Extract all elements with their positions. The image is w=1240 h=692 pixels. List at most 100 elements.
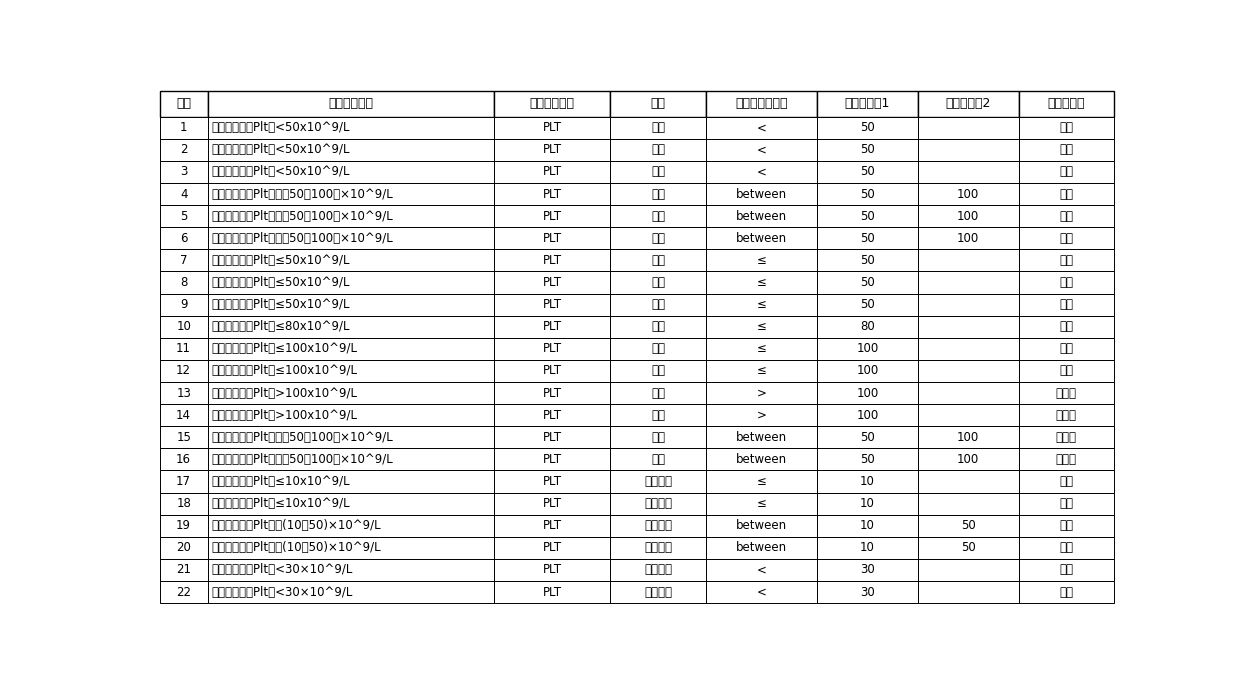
Text: 合理: 合理 <box>1059 343 1074 355</box>
Text: 血小板计数（Plt）<30×10^9/L: 血小板计数（Plt）<30×10^9/L <box>211 585 352 599</box>
Text: 50: 50 <box>861 188 875 201</box>
Bar <box>160 382 207 404</box>
Bar <box>817 382 918 404</box>
Bar <box>160 205 207 227</box>
Bar <box>207 493 494 515</box>
Bar <box>494 183 610 205</box>
Bar <box>706 471 817 493</box>
Text: PLT: PLT <box>543 121 562 134</box>
Bar <box>207 249 494 271</box>
Bar <box>160 537 207 559</box>
Text: 血小板计数（Plt）为（50～100）×10^9/L: 血小板计数（Plt）为（50～100）×10^9/L <box>211 210 393 223</box>
Text: 术前: 术前 <box>651 453 665 466</box>
Bar <box>207 91 494 117</box>
Bar <box>494 161 610 183</box>
Bar <box>494 581 610 603</box>
Text: 血小板计数（Plt）≤10x10^9/L: 血小板计数（Plt）≤10x10^9/L <box>211 475 350 488</box>
Text: 术前: 术前 <box>651 276 665 289</box>
Bar <box>817 161 918 183</box>
Bar <box>160 515 207 537</box>
Bar <box>817 205 918 227</box>
Text: 输血指征名称: 输血指征名称 <box>329 98 373 110</box>
Text: PLT: PLT <box>543 143 562 156</box>
Text: 100: 100 <box>857 387 879 399</box>
Bar <box>494 537 610 559</box>
Text: 100: 100 <box>957 453 980 466</box>
Text: 50: 50 <box>861 276 875 289</box>
Bar <box>494 559 610 581</box>
Text: 50: 50 <box>861 453 875 466</box>
Bar <box>706 227 817 249</box>
Text: 100: 100 <box>957 210 980 223</box>
Text: ≤: ≤ <box>756 497 766 510</box>
Text: PLT: PLT <box>543 210 562 223</box>
Text: 合理: 合理 <box>1059 563 1074 576</box>
Bar <box>817 338 918 360</box>
Text: 50: 50 <box>861 298 875 311</box>
Text: >: > <box>756 387 766 399</box>
Text: 不合理: 不合理 <box>1056 430 1076 444</box>
Text: 20: 20 <box>176 541 191 554</box>
Bar <box>494 515 610 537</box>
Bar <box>160 448 207 471</box>
Bar <box>706 293 817 316</box>
Bar <box>494 205 610 227</box>
Text: between: between <box>737 519 787 532</box>
Bar <box>160 404 207 426</box>
Bar <box>207 360 494 382</box>
Bar <box>918 249 1018 271</box>
Text: 100: 100 <box>857 343 879 355</box>
Bar <box>1018 316 1114 338</box>
Text: 术前: 术前 <box>651 409 665 421</box>
Bar <box>207 205 494 227</box>
Bar <box>207 581 494 603</box>
Text: 100: 100 <box>857 365 879 377</box>
Text: 合理: 合理 <box>1059 298 1074 311</box>
Bar <box>160 581 207 603</box>
Text: 血小板计数（Plt）<50x10^9/L: 血小板计数（Plt）<50x10^9/L <box>211 143 350 156</box>
Text: 19: 19 <box>176 519 191 532</box>
Bar <box>610 91 706 117</box>
Text: 21: 21 <box>176 563 191 576</box>
Bar <box>817 91 918 117</box>
Bar <box>207 293 494 316</box>
Text: 合理: 合理 <box>1059 541 1074 554</box>
Bar <box>610 271 706 293</box>
Bar <box>918 138 1018 161</box>
Text: 术中: 术中 <box>651 343 665 355</box>
Bar <box>918 471 1018 493</box>
Bar <box>207 448 494 471</box>
Bar <box>610 493 706 515</box>
Text: 15: 15 <box>176 430 191 444</box>
Text: 22: 22 <box>176 585 191 599</box>
Text: PLT: PLT <box>543 563 562 576</box>
Text: PLT: PLT <box>543 165 562 179</box>
Bar <box>817 537 918 559</box>
Text: 血小板计数（Plt）≤50x10^9/L: 血小板计数（Plt）≤50x10^9/L <box>211 276 350 289</box>
Text: 合理: 合理 <box>1059 232 1074 245</box>
Bar <box>494 271 610 293</box>
Bar <box>160 426 207 448</box>
Text: 术后: 术后 <box>651 121 665 134</box>
Text: 血小板计数（Plt）为（50～100）×10^9/L: 血小板计数（Plt）为（50～100）×10^9/L <box>211 232 393 245</box>
Bar <box>160 338 207 360</box>
Text: 1: 1 <box>180 121 187 134</box>
Bar <box>610 382 706 404</box>
Text: 50: 50 <box>961 519 976 532</box>
Text: 合理: 合理 <box>1059 320 1074 333</box>
Text: PLT: PLT <box>543 365 562 377</box>
Bar <box>160 138 207 161</box>
Bar <box>160 271 207 293</box>
Text: 急性失血: 急性失血 <box>644 519 672 532</box>
Bar <box>494 448 610 471</box>
Bar <box>1018 559 1114 581</box>
Bar <box>610 205 706 227</box>
Bar <box>610 316 706 338</box>
Text: 检验结果值1: 检验结果值1 <box>844 98 890 110</box>
Text: 血小板计数（Plt）>100x10^9/L: 血小板计数（Plt）>100x10^9/L <box>211 387 357 399</box>
Bar <box>817 293 918 316</box>
Bar <box>1018 205 1114 227</box>
Bar <box>207 161 494 183</box>
Text: between: between <box>737 453 787 466</box>
Bar <box>1018 227 1114 249</box>
